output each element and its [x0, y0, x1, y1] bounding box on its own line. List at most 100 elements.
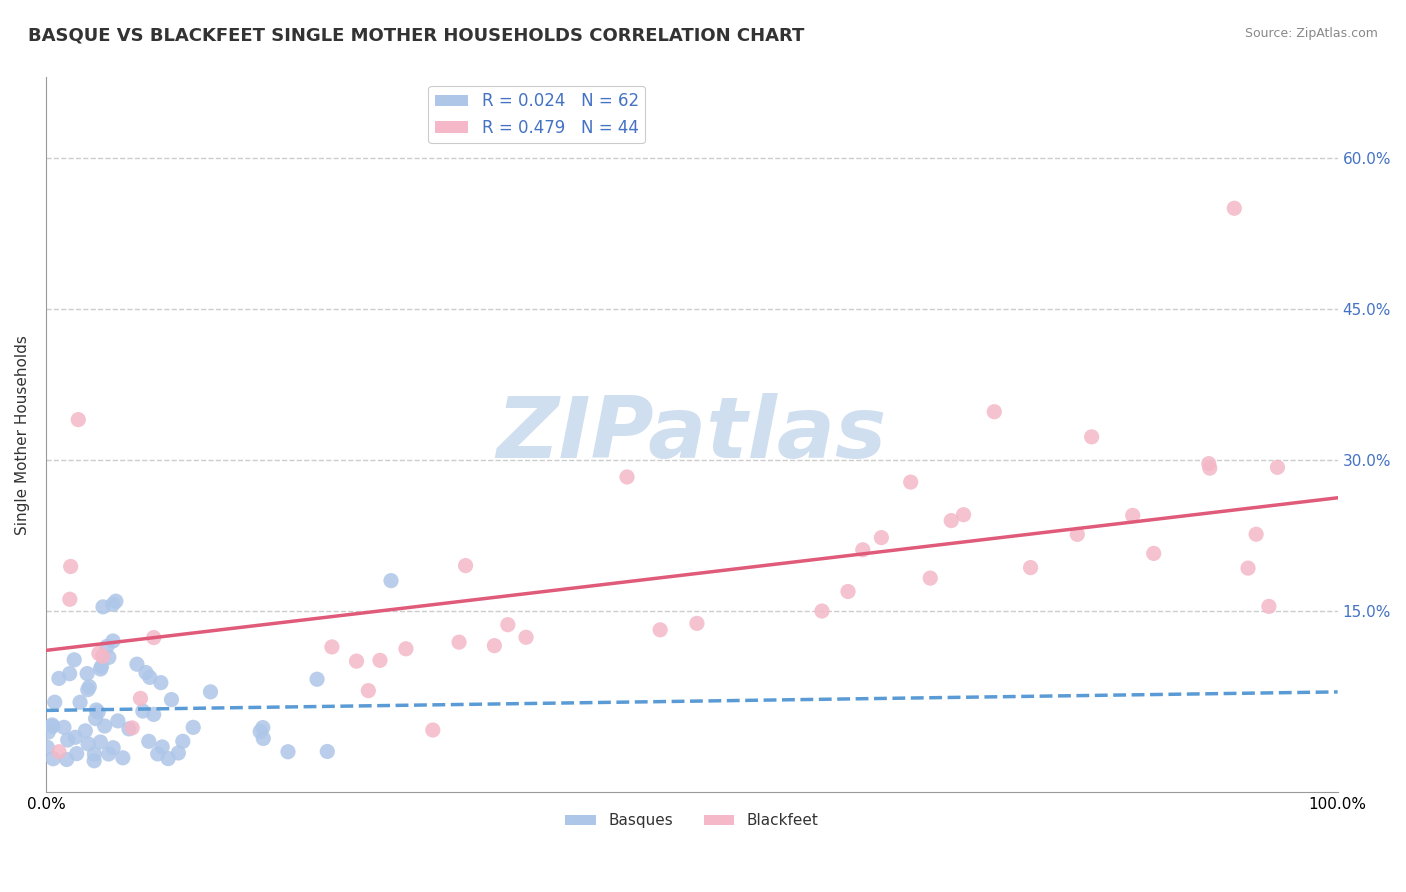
Point — [59, 559, 82, 574]
Point — [1066, 527, 1088, 541]
Point — [69, 695, 91, 709]
Point — [150, 739, 173, 754]
Point — [346, 654, 368, 668]
Point — [135, 665, 157, 680]
Y-axis label: Single Mother Households: Single Mother Households — [15, 334, 30, 534]
Point — [37, 740, 59, 755]
Point — [616, 470, 638, 484]
Point — [449, 635, 471, 649]
Point — [125, 657, 148, 672]
Point — [101, 598, 124, 612]
Text: ZIPatlas: ZIPatlas — [496, 393, 887, 476]
Point — [316, 744, 339, 758]
Point — [138, 734, 160, 748]
Point — [157, 751, 180, 765]
Point — [91, 649, 114, 664]
Point — [101, 634, 124, 648]
Point — [321, 640, 343, 654]
Point — [167, 746, 190, 760]
Point — [56, 733, 79, 747]
Point — [811, 604, 834, 618]
Point — [484, 639, 506, 653]
Point — [380, 574, 402, 588]
Point — [941, 514, 963, 528]
Point — [48, 745, 70, 759]
Point — [48, 672, 70, 686]
Point — [111, 751, 134, 765]
Point — [395, 641, 418, 656]
Point — [515, 630, 537, 644]
Point — [686, 616, 709, 631]
Point — [79, 680, 101, 694]
Point — [1198, 461, 1220, 475]
Point — [870, 531, 893, 545]
Point — [983, 405, 1005, 419]
Point — [67, 412, 90, 426]
Point — [142, 631, 165, 645]
Point — [87, 705, 110, 719]
Point — [149, 675, 172, 690]
Point — [837, 584, 859, 599]
Point — [55, 752, 77, 766]
Point — [1237, 561, 1260, 575]
Text: Source: ZipAtlas.com: Source: ZipAtlas.com — [1244, 27, 1378, 40]
Point — [52, 720, 75, 734]
Point — [307, 672, 329, 686]
Point — [84, 712, 107, 726]
Point — [200, 685, 222, 699]
Point — [368, 653, 391, 667]
Point — [97, 747, 120, 761]
Point — [1267, 460, 1289, 475]
Point — [277, 745, 299, 759]
Point — [650, 623, 672, 637]
Point — [63, 731, 86, 745]
Point — [142, 707, 165, 722]
Point — [357, 683, 380, 698]
Point — [146, 747, 169, 761]
Point — [101, 740, 124, 755]
Point — [920, 571, 942, 585]
Point — [454, 558, 477, 573]
Point — [160, 692, 183, 706]
Point — [76, 666, 98, 681]
Point — [952, 508, 974, 522]
Point — [59, 666, 82, 681]
Point — [66, 747, 89, 761]
Point — [1257, 599, 1279, 614]
Point — [1223, 201, 1246, 215]
Point — [121, 721, 143, 735]
Point — [77, 737, 100, 751]
Point — [89, 662, 111, 676]
Point — [132, 704, 155, 718]
Point — [496, 617, 519, 632]
Point — [42, 719, 65, 733]
Point — [252, 721, 274, 735]
Point — [93, 719, 115, 733]
Point — [76, 682, 98, 697]
Point — [37, 725, 59, 739]
Point — [1019, 560, 1042, 574]
Point — [97, 650, 120, 665]
Point — [422, 723, 444, 737]
Point — [1122, 508, 1144, 523]
Point — [249, 724, 271, 739]
Point — [129, 691, 152, 706]
Point — [96, 640, 118, 654]
Point — [90, 659, 112, 673]
Point — [118, 722, 141, 736]
Point — [139, 670, 162, 684]
Point — [1198, 457, 1220, 471]
Point — [87, 647, 110, 661]
Point — [89, 735, 111, 749]
Text: BASQUE VS BLACKFEET SINGLE MOTHER HOUSEHOLDS CORRELATION CHART: BASQUE VS BLACKFEET SINGLE MOTHER HOUSEH… — [28, 27, 804, 45]
Point — [252, 731, 274, 746]
Point — [42, 752, 65, 766]
Point — [1244, 527, 1267, 541]
Point — [63, 653, 86, 667]
Point — [83, 747, 105, 761]
Point — [1143, 546, 1166, 560]
Point — [1080, 430, 1102, 444]
Point — [107, 714, 129, 728]
Point — [172, 734, 194, 748]
Point — [41, 718, 63, 732]
